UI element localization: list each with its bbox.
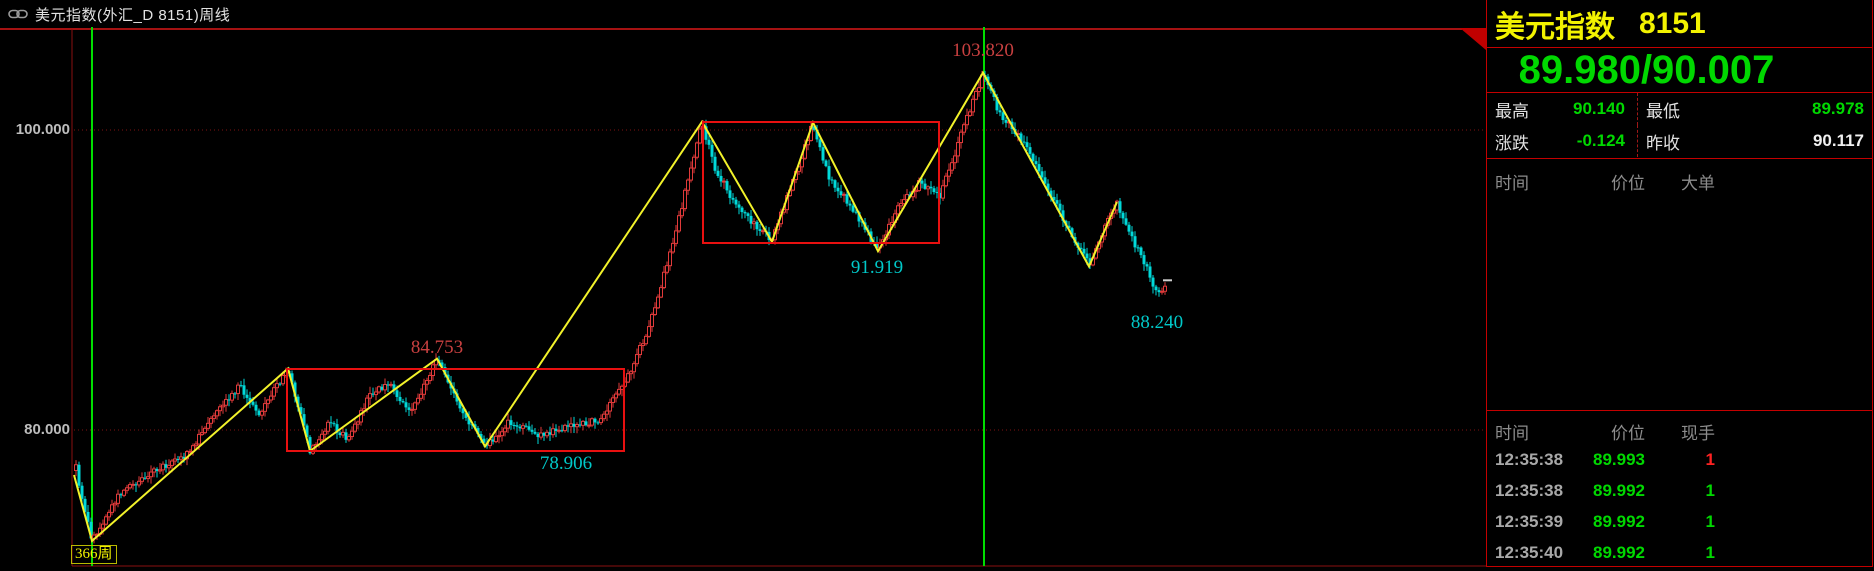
bid-ask-price: 89.980/90.007: [1487, 48, 1872, 93]
stat-change: 涨跌 -0.124: [1487, 125, 1637, 157]
title-bar: 美元指数(外汇_D 8151)周线: [0, 0, 1488, 28]
bar-count-label: 366周: [71, 545, 117, 564]
stat-high-label: 最高: [1495, 101, 1529, 121]
big-orders-header-price: 价位: [1611, 174, 1645, 193]
tick-row: 12:35:38 89.993 1: [1487, 444, 1872, 475]
pivot-label-91-919: 91.919: [850, 257, 904, 278]
stats-grid: 最高 90.140 最低 89.978 涨跌 -0.124 昨收 90.117: [1487, 93, 1872, 159]
stat-prev-close-label: 昨收: [1646, 133, 1680, 153]
tick-list-header: 时间 价位 现手: [1487, 419, 1872, 444]
big-orders-header: 时间 价位 大单: [1487, 169, 1872, 194]
big-orders-header-time: 时间: [1495, 174, 1529, 193]
tick-qty: 1: [1705, 511, 1715, 531]
quote-panel: 美元指数 8151 89.980/90.007 最高 90.140 最低 89.…: [1486, 0, 1873, 567]
tick-header-time: 时间: [1495, 424, 1529, 443]
stat-prev-close-value: 90.117: [1812, 131, 1864, 150]
tick-price: 89.992: [1593, 542, 1645, 562]
stat-high-value: 90.140: [1573, 99, 1625, 118]
stat-low-label: 最低: [1646, 101, 1680, 121]
pivot-label-103-820: 103.820: [952, 40, 1014, 61]
tick-row: 12:35:40 89.992 1: [1487, 537, 1872, 568]
quote-panel-title: 美元指数 8151: [1487, 0, 1872, 48]
y-axis-label-80: 80.000: [24, 421, 70, 438]
big-orders-section: 时间 价位 大单: [1487, 169, 1872, 411]
link-icon[interactable]: [8, 7, 28, 21]
tick-qty: 1: [1705, 480, 1715, 500]
instrument-name: 美元指数: [1495, 10, 1615, 44]
tick-header-price: 价位: [1611, 424, 1645, 443]
tick-header-volume: 现手: [1681, 424, 1715, 443]
pivot-label-84-753: 84.753: [410, 337, 464, 358]
tick-time: 12:35:39: [1495, 511, 1564, 531]
tick-row: 12:35:39 89.992 1: [1487, 506, 1872, 537]
tick-qty: 1: [1705, 449, 1715, 469]
stat-low-value: 89.978: [1812, 99, 1864, 118]
y-axis-label-100: 100.000: [15, 121, 70, 138]
tick-time: 12:35:38: [1495, 449, 1564, 469]
stat-prev-close: 昨收 90.117: [1637, 125, 1872, 157]
tick-time: 12:35:38: [1495, 480, 1564, 500]
tick-row: 12:35:38 89.992 1: [1487, 475, 1872, 506]
tick-price: 89.992: [1593, 480, 1645, 500]
tick-list-section: 时间 价位 现手 12:35:38 89.993 1 12:35:38 89.9…: [1487, 419, 1872, 568]
tick-time: 12:35:40: [1495, 542, 1564, 562]
tick-qty: 1: [1705, 542, 1715, 562]
stat-high: 最高 90.140: [1487, 93, 1637, 125]
stat-change-label: 涨跌: [1495, 133, 1529, 153]
big-orders-header-size: 大单: [1681, 174, 1715, 193]
chart-title: 美元指数(外汇_D 8151)周线: [35, 6, 231, 24]
tick-price: 89.992: [1593, 511, 1645, 531]
tick-price: 89.993: [1593, 449, 1645, 469]
pivot-label-88-240: 88.240: [1130, 312, 1184, 333]
instrument-code: 8151: [1639, 6, 1706, 40]
stat-low: 最低 89.978: [1637, 93, 1872, 125]
pivot-label-78-906: 78.906: [539, 453, 593, 474]
stat-change-value: -0.124: [1576, 131, 1625, 150]
